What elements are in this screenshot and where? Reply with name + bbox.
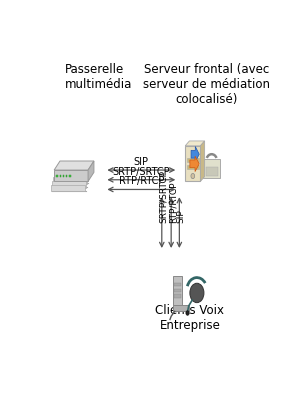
Text: Passerelle
multimédia: Passerelle multimédia [65, 63, 132, 91]
Text: Serveur frontal (avec
serveur de médiation
colocalisé): Serveur frontal (avec serveur de médiati… [143, 63, 270, 106]
Polygon shape [51, 185, 85, 192]
Polygon shape [54, 161, 94, 170]
Bar [56, 175, 58, 177]
Bar [187, 158, 198, 162]
Bar [175, 283, 181, 286]
Text: SRTP/SRTCP: SRTP/SRTCP [159, 170, 168, 223]
Circle shape [191, 173, 195, 178]
Bar [69, 175, 70, 177]
FancyBboxPatch shape [173, 276, 182, 305]
Circle shape [186, 311, 189, 315]
Bar [59, 175, 61, 177]
Polygon shape [190, 156, 199, 172]
Text: RTP/RTCP: RTP/RTCP [168, 181, 177, 223]
Text: RTP/RTCP: RTP/RTCP [119, 176, 164, 186]
Polygon shape [88, 161, 94, 181]
Text: SRTP/SRTCP: SRTP/SRTCP [113, 166, 170, 176]
Polygon shape [54, 170, 88, 181]
Bar [175, 294, 181, 298]
FancyBboxPatch shape [185, 146, 201, 181]
Text: SIP: SIP [134, 157, 149, 167]
Text: SIP: SIP [176, 209, 185, 223]
FancyBboxPatch shape [204, 159, 220, 178]
Bar [63, 175, 64, 177]
Polygon shape [191, 147, 199, 162]
FancyBboxPatch shape [174, 305, 189, 311]
Polygon shape [185, 141, 205, 146]
FancyBboxPatch shape [206, 166, 217, 176]
Bar [187, 165, 198, 169]
Text: Clients Voix
Entreprise: Clients Voix Entreprise [156, 304, 224, 332]
Polygon shape [201, 141, 205, 181]
Bar [175, 289, 181, 292]
Polygon shape [53, 177, 87, 184]
Bar [66, 175, 67, 177]
Polygon shape [52, 181, 86, 187]
Circle shape [190, 283, 204, 303]
